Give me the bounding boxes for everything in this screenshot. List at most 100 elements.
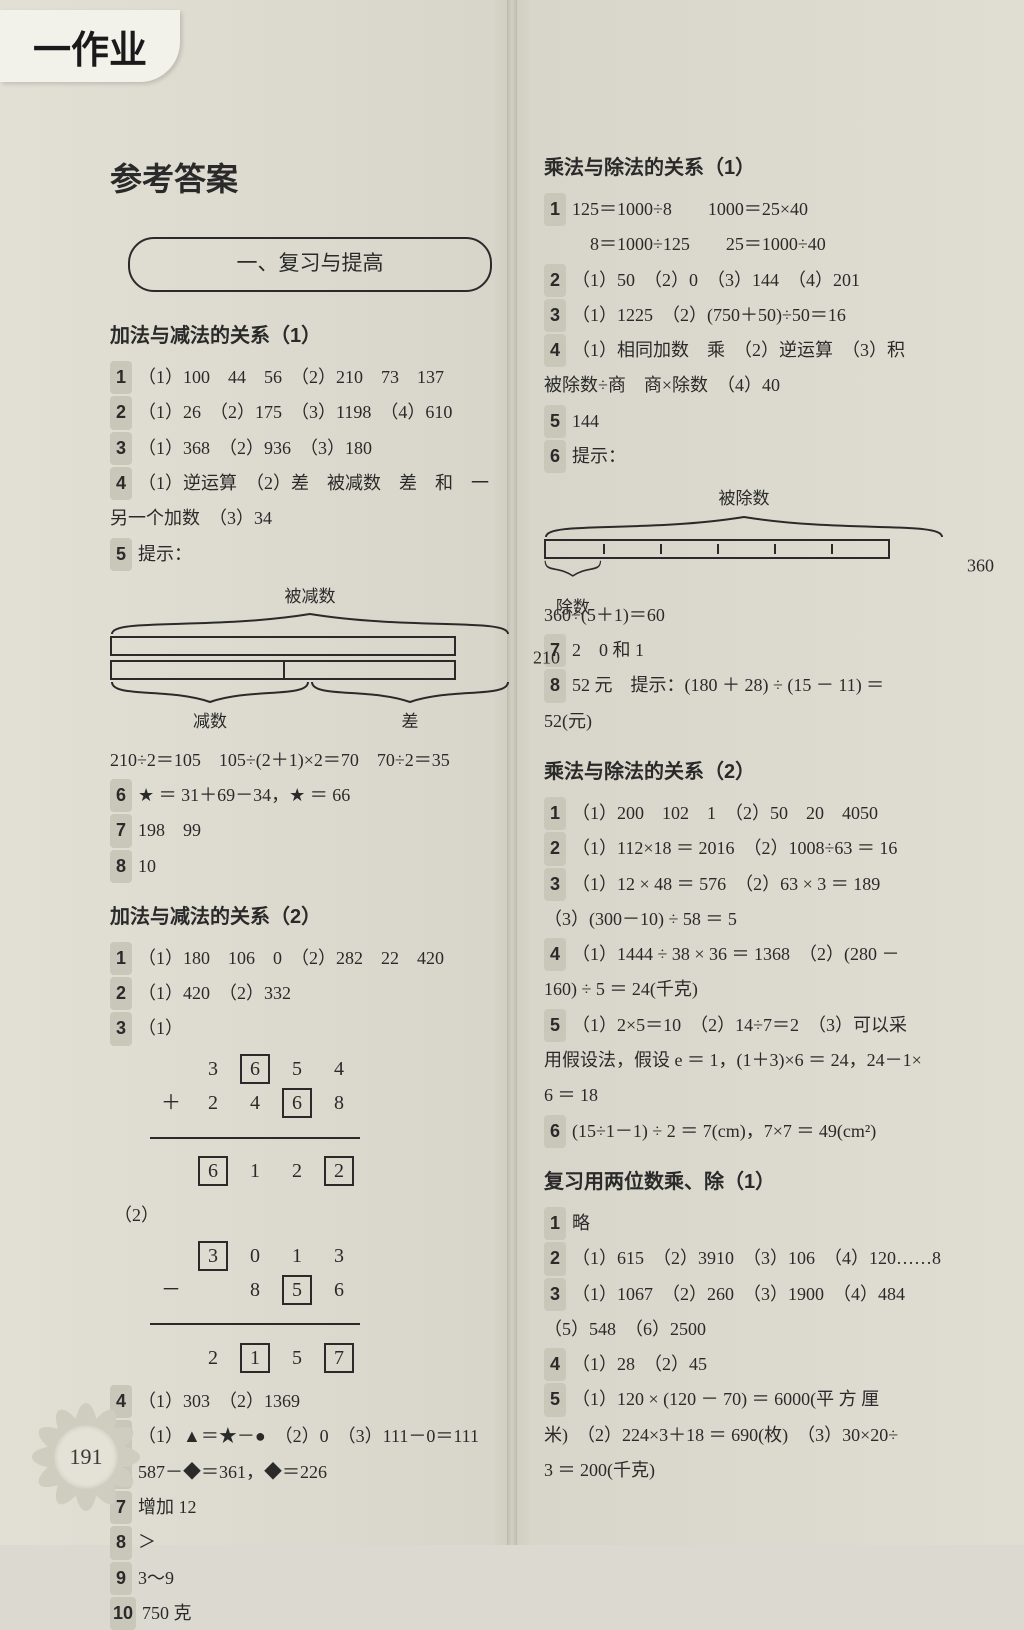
item-number: 4 [110,467,132,500]
item-number: 6 [110,779,132,812]
side-label: 210 [533,642,560,675]
answer-text: （1）26 （2）175 （3）1198 （4）610 [138,402,452,422]
answer-line: 8＞ [110,1526,510,1559]
item-number: 2 [110,977,132,1010]
answer-text: 增加 12 [138,1497,197,1517]
main-title: 参考答案 [110,150,510,209]
answer-line: 4（1）28 （2）45 [544,1348,944,1381]
digit-cell: 6 [276,1085,318,1122]
bar-tick [660,544,662,554]
digit-cell: 3 [192,1238,234,1275]
digit-cell: ＋ [150,1085,192,1122]
digit-cell: 0 [234,1238,276,1275]
answer-line: 1（1）100 44 56 （2）210 73 137 [110,361,510,394]
sub-label: （2） [114,1199,510,1232]
answer-text: （1）1225 （2）(750＋50)÷50＝16 [572,305,846,325]
boxed-digit: 1 [240,1343,270,1373]
corner-tab: 一作业 [0,10,180,82]
answer-text: 3～9 [138,1568,174,1588]
item-number: 5 [544,1383,566,1416]
answer-text: ★ ＝ 31＋69－34，★ ＝ 66 [138,785,350,805]
answer-line: 5144 [544,405,944,438]
brace-bottom-labels: 减数 差 [110,706,510,737]
boxed-digit: 7 [324,1343,354,1373]
answer-text: （1）120 × (120 － 70) ＝ 6000(平 方 厘 [572,1389,879,1409]
rule-line [150,1323,360,1325]
item-number: 3 [110,1012,132,1045]
divisor-label: 除数 [544,592,602,623]
rule-line [150,1137,360,1139]
item-number: 3 [544,868,566,901]
answer-line: 4（1）303 （2）1369 [110,1385,510,1418]
answer-text: (15÷1－1) ÷ 2 ＝ 7(cm)，7×7 ＝ 49(cm²) [572,1121,876,1141]
right-column: 乘法与除法的关系（1） 1125＝1000÷8 1000＝25×40 8＝100… [544,150,944,1485]
digit-cell: 4 [318,1051,360,1088]
answer-line: 7增加 12 [110,1491,510,1524]
answer-text: （1）2×5＝10 （2）14÷7＝2 （3）可以采 [572,1015,907,1035]
answer-text: （1）180 106 0 （2）282 22 420 [138,948,444,968]
label-jianshu: 减数 [110,706,310,737]
answer-line: 4 （1）逆运算 （2）差 被减数 差 和 一 [110,467,510,500]
item-number: 1 [544,1207,566,1240]
digit-cell: 5 [276,1340,318,1377]
bar-tick [283,660,285,680]
item-number: 8 [110,1526,132,1559]
item-number: 2 [110,396,132,429]
answer-line: 另一个加数 （3）34 [110,502,510,535]
digit-cell: 5 [276,1051,318,1088]
bar-total [110,636,456,656]
answer-text: （1）逆运算 （2）差 被减数 差 和 一 [138,473,489,493]
answer-text: 750 克 [142,1603,192,1623]
digit-cell: － [150,1272,192,1309]
answer-text: 52 元 提示：(180 ＋ 28) ÷ (15 － 11) ＝ [572,675,884,695]
item-number: 4 [544,1348,566,1381]
boxed-digit: 6 [198,1156,228,1186]
answer-line: 810 [110,850,510,883]
digit-cell: 1 [234,1153,276,1190]
answer-line: 6提示： [544,440,944,473]
answer-line: 1（1）200 102 1 （2）50 20 4050 [544,797,944,830]
item-number: 1 [544,797,566,830]
answer-text: 提示： [138,544,192,564]
answer-line: 1（1）180 106 0 （2）282 22 420 [110,942,510,975]
section-title: 乘法与除法的关系（2） [544,754,944,791]
answer-text: （1）368 （2）936 （3）180 [138,438,372,458]
brace-top [544,511,944,539]
digit-cell: 1 [276,1238,318,1275]
chapter-pill: 一、复习与提高 [128,237,492,292]
boxed-digit: 5 [282,1275,312,1305]
answer-line: 1略 [544,1207,944,1240]
tab-label: 一作业 [33,19,147,74]
bar-tick [831,544,833,554]
left-column: 参考答案 一、复习与提高 加法与减法的关系（1） 1（1）100 44 56 （… [110,150,510,1485]
answer-line: 3（1）12 × 48 ＝ 576 （2）63 × 3 ＝ 189 [544,868,944,901]
item-number: 5 [544,1009,566,1042]
item-number: 2 [544,832,566,865]
answer-line: 3（1）368 （2）936 （3）180 [110,432,510,465]
subtraction-bar-diagram: 被减数 210 减数 [110,581,510,738]
digit-cell: 5 [276,1272,318,1309]
answer-line: 6(15÷1－1) ÷ 2 ＝ 7(cm)，7×7 ＝ 49(cm²) [544,1115,944,1148]
answer-line: 2 （1）26 （2）175 （3）1198 （4）610 [110,396,510,429]
answer-line: 4（1）1444 ÷ 38 × 36 ＝ 1368 （2）(280 － [544,938,944,971]
boxed-digit: 3 [198,1241,228,1271]
item-number: 3 [544,299,566,332]
answer-line: 3 ＝ 200(千克) [544,1454,944,1487]
page-background: 一作业 参考答案 一、复习与提高 加法与减法的关系（1） 1（1）100 44 … [0,0,1024,1545]
answer-line: 7198 99 [110,814,510,847]
digit-cell: 2 [318,1153,360,1190]
answer-text: ＞ [138,1532,156,1552]
digit-cell: 2 [192,1085,234,1122]
answer-text: 提示： [572,446,626,466]
answer-line: 6 ＝ 18 [544,1079,944,1112]
answer-text: （1）1067 （2）260 （3）1900 （4）484 [572,1284,905,1304]
item-number: 2 [544,264,566,297]
answer-line: 2（1）112×18 ＝ 2016 （2）1008÷63 ＝ 16 [544,832,944,865]
division-bar-diagram: 被除数 360 除数 [544,483,944,592]
answer-line: 6587－◆＝361，◆＝226 [110,1456,510,1489]
answer-line: 5（1）▲＝★－● （2）0 （3）111－0＝111 [110,1420,510,1453]
digit-cell: 6 [234,1051,276,1088]
answer-text: 2 0 和 1 [572,640,644,660]
digit-cell: 4 [234,1085,276,1122]
item-number: 8 [110,850,132,883]
